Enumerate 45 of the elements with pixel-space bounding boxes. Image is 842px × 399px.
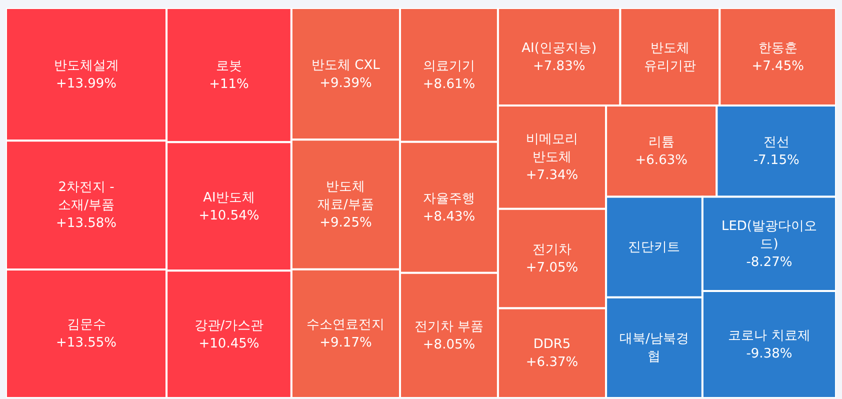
data-label: +6.37% [526, 355, 578, 370]
category-label: 반도체 유리기판 [644, 40, 696, 74]
data-label: +7.34% [526, 168, 578, 184]
category-label: 강관/가스관 [194, 318, 264, 334]
category-label: 로봇 [216, 59, 242, 74]
data-label: +9.17% [320, 336, 372, 351]
category-label: 비메모리 반도체 [526, 132, 578, 166]
data-label: -7.15% [753, 153, 800, 168]
data-label: +11% [209, 77, 249, 92]
data-label: +7.83% [532, 58, 586, 74]
category-label: AI반도체 [203, 190, 255, 206]
category-label: 대북/남북경협 [620, 332, 689, 365]
category-label: 진단키트 [628, 240, 680, 256]
data-label: +7.45% [752, 58, 804, 74]
category-label: 김문수 [66, 318, 106, 333]
category-label: LED(발광다이오드) [721, 218, 817, 252]
data-label: +13.99% [56, 76, 117, 92]
category-label: 전기차 [532, 242, 572, 258]
data-label: +8.05% [422, 337, 476, 352]
category-label: 반도체설계 [54, 58, 119, 74]
category-label: 코로나 치료제 [728, 328, 810, 344]
category-label: 자율주행 [422, 191, 475, 206]
data-label: +13.58% [56, 216, 117, 232]
category-label: 전기차 부품 [414, 319, 484, 334]
data-label: +8.61% [422, 76, 476, 92]
category-label: 2차전지 - 소재/부품 [58, 180, 115, 214]
data-label: +9.25% [320, 216, 372, 231]
category-label: 한동훈 [758, 40, 798, 56]
category-label: 수소연료전지 [306, 318, 385, 333]
data-label: +6.63% [635, 153, 688, 168]
category-label: 리튬 [648, 135, 674, 150]
category-label: 반도체 CXL [312, 58, 381, 73]
category-label: AI(인공지능) [522, 40, 597, 56]
category-label: 반도체 재료/부품 [318, 180, 374, 213]
data-label: +10.45% [198, 336, 260, 352]
category-label: 의료기기 [422, 58, 475, 74]
data-label: +8.43% [422, 209, 476, 224]
data-label: +10.54% [198, 208, 260, 224]
data-label: -8.27% [746, 254, 792, 270]
data-label: -9.38% [746, 346, 792, 362]
data-label: +13.55% [56, 336, 117, 351]
category-label: 전선 [763, 135, 790, 150]
category-label: DDR5 [533, 337, 571, 352]
data-label: +9.39% [320, 76, 372, 91]
data-label: +7.05% [526, 260, 578, 276]
